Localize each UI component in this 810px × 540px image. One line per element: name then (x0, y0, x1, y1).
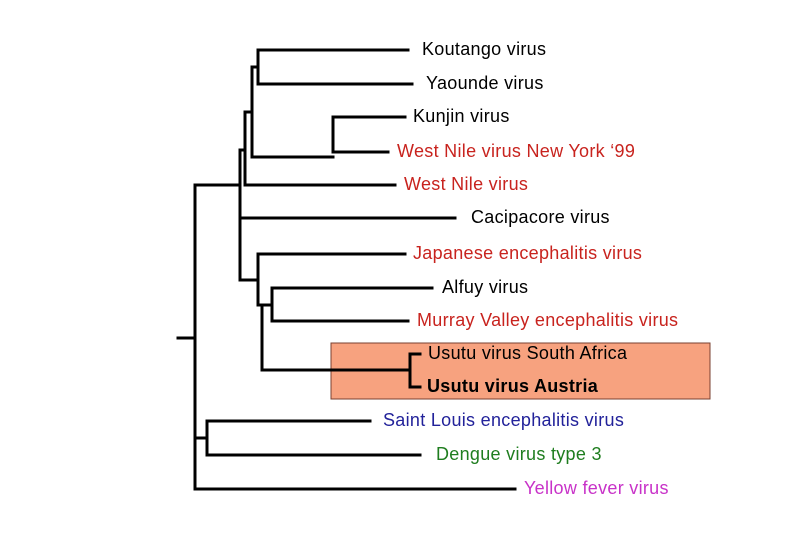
leaf-label: Japanese encephalitis virus (413, 243, 642, 263)
leaf-label: West Nile virus New York ‘99 (397, 141, 635, 161)
branch (243, 110, 397, 187)
branch (331, 115, 407, 154)
leaf-label: Koutango virus (422, 39, 546, 59)
leaf-label: Yaounde virus (426, 73, 544, 93)
leaf-label: Yellow fever virus (524, 478, 669, 498)
leaf-label: Usutu virus Austria (427, 376, 599, 396)
leaf-label: Kunjin virus (413, 106, 510, 126)
branch (238, 148, 457, 282)
leaf-label: Usutu virus South Africa (428, 343, 628, 363)
branch (270, 286, 434, 323)
branch (250, 65, 335, 159)
branch (256, 303, 412, 372)
leaf-label: Alfuy virus (442, 277, 528, 297)
leaf-label: Murray Valley encephalitis virus (417, 310, 678, 330)
leaf-labels: Koutango virus Yaounde virus Kunjin virus W… (383, 39, 678, 498)
leaf-label: Cacipacore virus (471, 207, 610, 227)
branch (176, 183, 517, 491)
leaf-label: West Nile virus (404, 174, 528, 194)
leaf-label: Saint Louis encephalitis virus (383, 410, 624, 430)
branch (256, 48, 414, 86)
branch (238, 252, 407, 307)
branches (176, 48, 517, 491)
leaf-label: Dengue virus type 3 (436, 444, 602, 464)
